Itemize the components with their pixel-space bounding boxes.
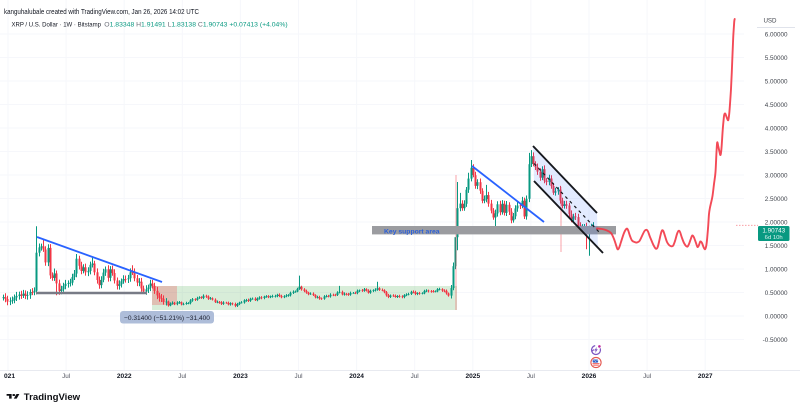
svg-text:6.00000: 6.00000 <box>765 31 788 38</box>
svg-text:1.50000: 1.50000 <box>765 243 788 250</box>
svg-text:2023: 2023 <box>233 373 248 380</box>
svg-text:3.50000: 3.50000 <box>765 149 788 156</box>
svg-text:USD: USD <box>763 18 777 25</box>
svg-text:O1.83348 H1.91491 L1.83138 C1.: O1.83348 H1.91491 L1.83138 C1.90743 +0.0… <box>104 22 287 29</box>
svg-text:4.50000: 4.50000 <box>765 102 788 109</box>
svg-text:5.00000: 5.00000 <box>765 78 788 85</box>
svg-text:TradingView: TradingView <box>24 392 81 403</box>
svg-text:021: 021 <box>4 373 15 380</box>
svg-text:Jul: Jul <box>643 373 651 380</box>
svg-text:2.50000: 2.50000 <box>765 196 788 203</box>
svg-text:5.50000: 5.50000 <box>765 55 788 62</box>
svg-text:Jul: Jul <box>294 373 302 380</box>
svg-text:−0.31400 (−51.21%) −31,400: −0.31400 (−51.21%) −31,400 <box>124 315 210 322</box>
svg-text:2022: 2022 <box>117 373 132 380</box>
svg-text:kanguhalubale created with Tra: kanguhalubale created with TradingView.c… <box>4 9 199 16</box>
svg-text:0.50000: 0.50000 <box>765 290 788 297</box>
svg-text:Jul: Jul <box>411 373 419 380</box>
svg-text:-0.50000: -0.50000 <box>763 337 788 344</box>
svg-text:0.00000: 0.00000 <box>765 313 788 320</box>
svg-text:1.90743: 1.90743 <box>762 227 785 234</box>
svg-text:2026: 2026 <box>582 373 597 380</box>
svg-text:Key support area: Key support area <box>384 229 440 236</box>
svg-text:Jul: Jul <box>178 373 186 380</box>
svg-text:XRP / U.S. Dollar · 1W · Bitst: XRP / U.S. Dollar · 1W · Bitstamp <box>12 22 102 29</box>
svg-text:3.00000: 3.00000 <box>765 172 788 179</box>
svg-text:Jul: Jul <box>62 373 70 380</box>
svg-text:2025: 2025 <box>465 373 480 380</box>
svg-text:Jul: Jul <box>527 373 535 380</box>
svg-text:1.00000: 1.00000 <box>765 266 788 273</box>
svg-text:2024: 2024 <box>349 373 364 380</box>
svg-text:4.00000: 4.00000 <box>765 125 788 132</box>
svg-text:6d 10h: 6d 10h <box>765 235 783 241</box>
svg-text:2027: 2027 <box>698 373 713 380</box>
svg-text:2.00000: 2.00000 <box>765 219 788 226</box>
